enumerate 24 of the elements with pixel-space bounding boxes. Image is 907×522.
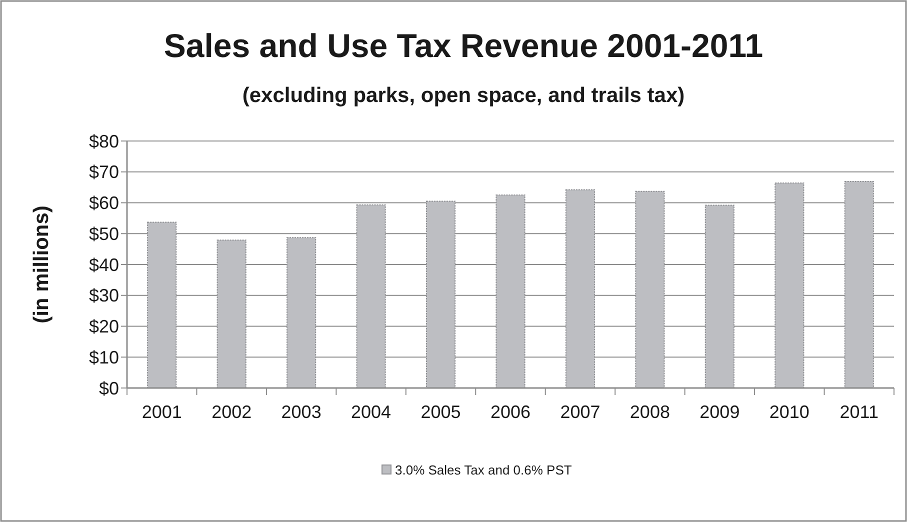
legend-label: 3.0% Sales Tax and 0.6% PST — [395, 462, 572, 478]
y-tick-label: $70 — [88, 162, 119, 182]
x-tick-label: 2011 — [840, 402, 878, 422]
x-tick-label: 2007 — [560, 402, 600, 422]
y-tick-label: $60 — [88, 193, 119, 214]
y-tick-label: $30 — [88, 286, 119, 306]
x-tick-label: 2003 — [281, 402, 322, 422]
x-tick-label: 2008 — [630, 402, 670, 422]
y-axis-title: (in millions) — [30, 206, 53, 324]
chart-subtitle: (excluding parks, open space, and trails tax) — [242, 84, 685, 107]
x-tick-label: 2010 — [769, 402, 810, 422]
y-tick-label: $0 — [98, 378, 119, 398]
x-tick-label: 2009 — [700, 402, 740, 422]
y-tick-label: $20 — [88, 316, 119, 337]
y-tick-label: $50 — [88, 224, 119, 244]
x-tick-label: 2001 — [142, 402, 182, 422]
x-tick-label: 2005 — [420, 402, 461, 422]
y-tick-label: $40 — [88, 254, 119, 275]
x-tick-label: 2004 — [351, 402, 392, 422]
y-tick-label: $10 — [88, 347, 119, 368]
x-tick-label: 2002 — [212, 402, 252, 422]
chart-title: Sales and Use Tax Revenue 2001-2011 — [164, 27, 764, 64]
y-tick-label: $80 — [88, 131, 119, 152]
x-tick-label: 2006 — [490, 402, 531, 422]
